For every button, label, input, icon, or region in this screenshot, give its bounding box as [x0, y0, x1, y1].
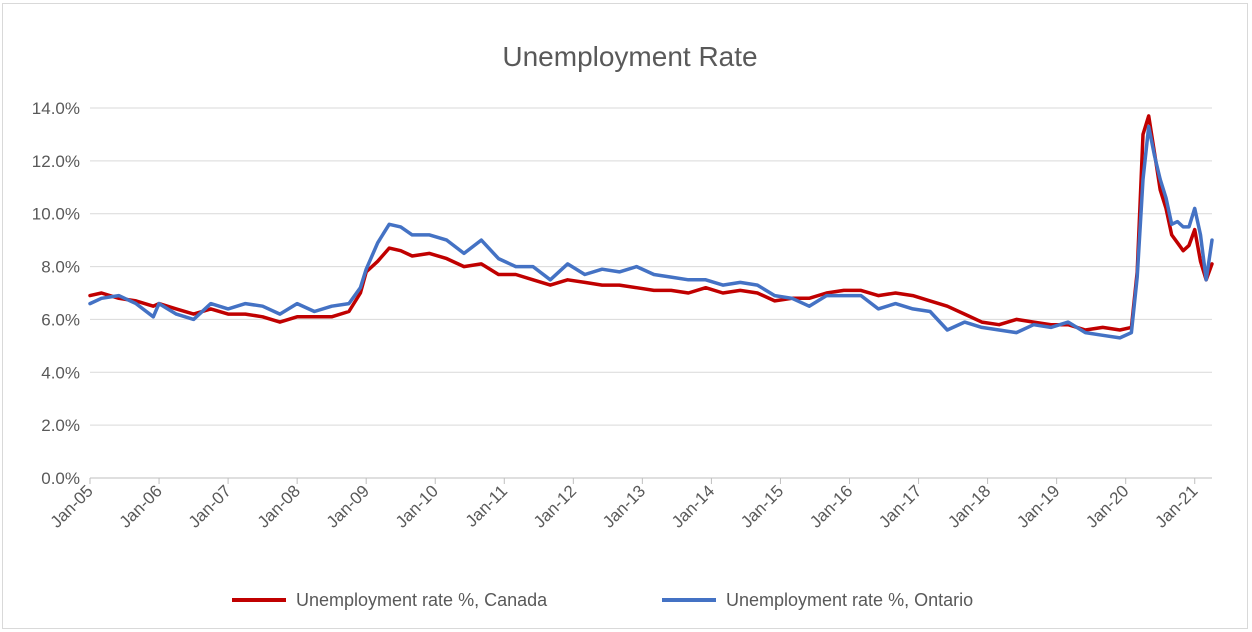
y-tick-label: 6.0% — [41, 310, 80, 329]
x-tick-label: Jan-13 — [599, 481, 649, 531]
x-tick-label: Jan-10 — [392, 481, 442, 531]
x-tick-label: Jan-15 — [737, 481, 787, 531]
x-axis-ticks: Jan-05 Jan-06 Jan-07 Jan-08 Jan-09 Jan-10 Jan-… — [47, 478, 1202, 532]
y-axis-ticks: 0.0% 2.0% 4.0% 6.0% 8.0% 10.0% 12.0% 14.0% — [32, 99, 80, 488]
y-tick-label: 8.0% — [41, 258, 80, 277]
x-tick-label: Jan-20 — [1082, 481, 1132, 531]
y-tick-label: 10.0% — [32, 205, 80, 224]
x-tick-label: Jan-19 — [1013, 481, 1063, 531]
legend-label-canada: Unemployment rate %, Canada — [296, 590, 548, 610]
y-tick-label: 14.0% — [32, 99, 80, 118]
x-tick-label: Jan-06 — [116, 481, 166, 531]
x-tick-label: Jan-09 — [323, 481, 373, 531]
series-line-canada — [88, 114, 1214, 332]
x-tick-label: Jan-12 — [530, 481, 580, 531]
x-tick-label: Jan-17 — [875, 481, 925, 531]
x-tick-label: Jan-21 — [1151, 481, 1201, 531]
y-tick-label: 0.0% — [41, 469, 80, 488]
legend-label-ontario: Unemployment rate %, Ontario — [726, 590, 973, 610]
gridlines — [90, 107, 1212, 479]
x-tick-label: Jan-14 — [668, 481, 718, 531]
x-tick-label: Jan-07 — [185, 481, 235, 531]
series-line-ontario — [88, 124, 1214, 340]
x-tick-label: Jan-18 — [944, 481, 994, 531]
x-tick-label: Jan-05 — [47, 481, 97, 531]
legend: Unemployment rate %, Canada Unemployment… — [232, 590, 973, 610]
y-tick-label: 2.0% — [41, 416, 80, 435]
series-lines — [88, 114, 1214, 340]
x-tick-label: Jan-11 — [462, 481, 511, 530]
y-tick-label: 12.0% — [32, 152, 80, 171]
chart-area — [2, 3, 1248, 629]
x-tick-label: Jan-08 — [254, 481, 304, 531]
y-tick-label: 4.0% — [41, 363, 80, 382]
x-tick-label: Jan-16 — [806, 481, 856, 531]
chart-title: Unemployment Rate — [502, 41, 757, 72]
